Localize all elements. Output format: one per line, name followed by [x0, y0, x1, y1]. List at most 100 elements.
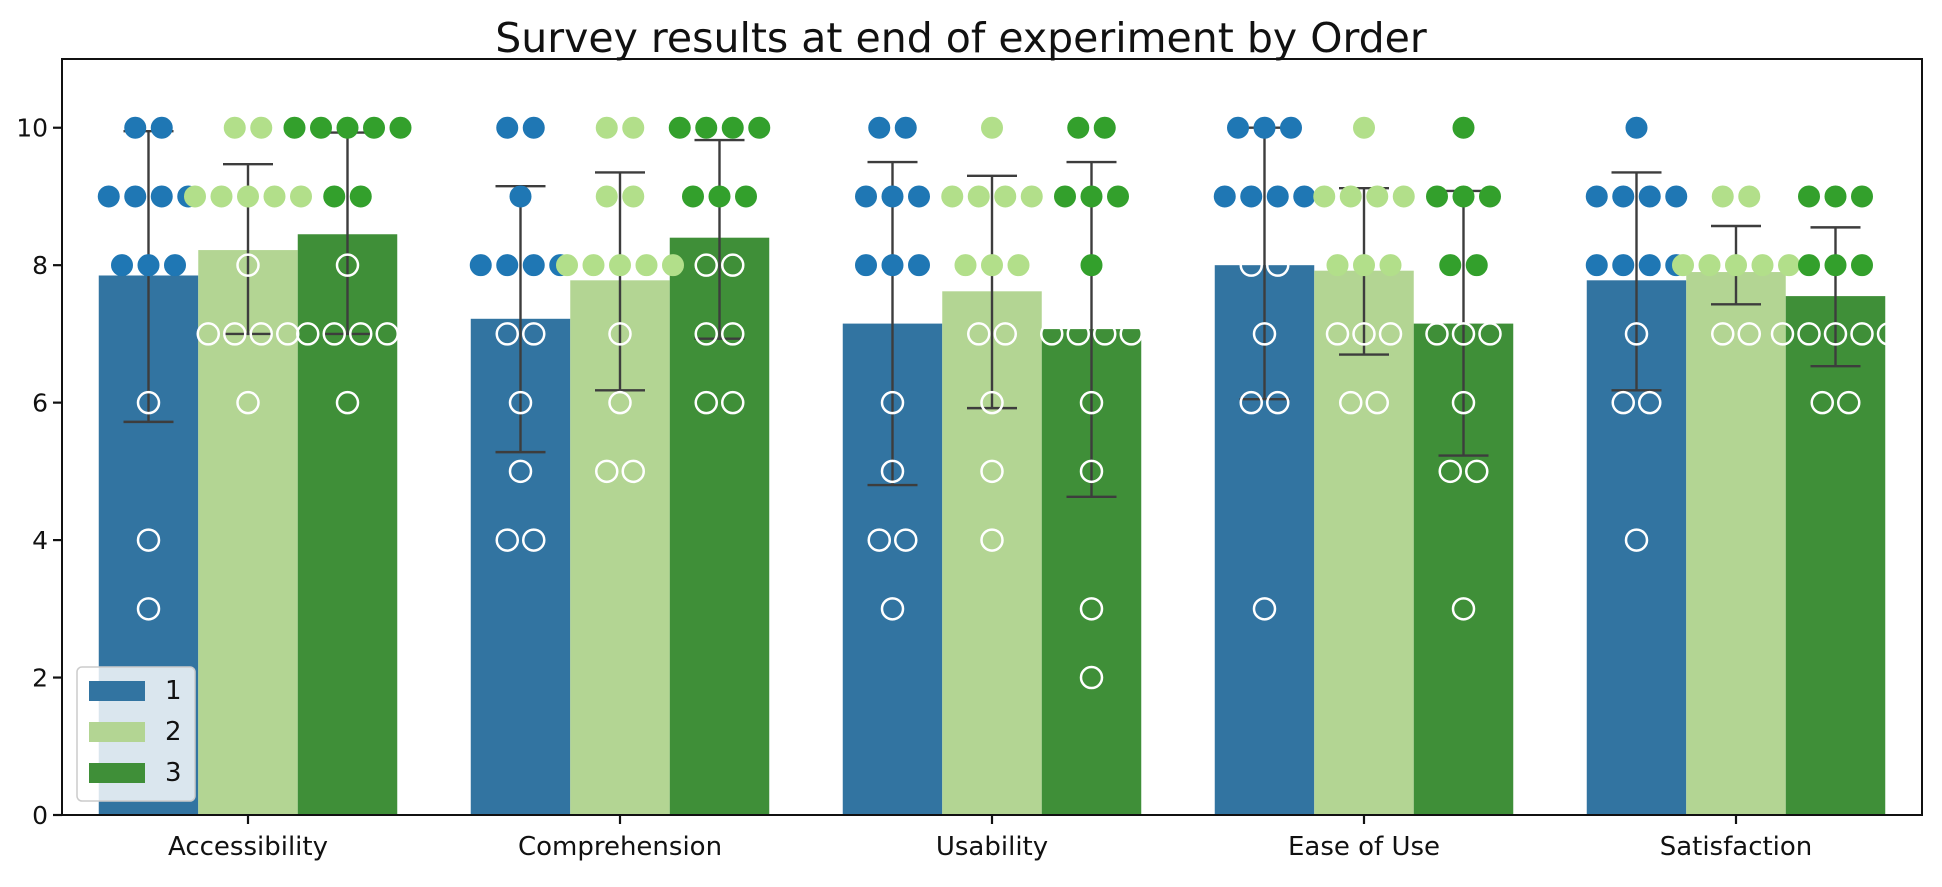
data-point [621, 459, 645, 484]
data-point [622, 185, 645, 208]
data-point [880, 459, 905, 484]
data-point [967, 322, 991, 346]
data-point [522, 116, 545, 139]
data-point [1067, 116, 1090, 139]
data-point [608, 390, 632, 415]
legend-swatch [89, 722, 145, 742]
data-point [1672, 254, 1694, 277]
x-tick-label: Satisfaction [1660, 832, 1813, 862]
error-bar [867, 160, 918, 487]
data-point [1751, 254, 1774, 277]
data-point [236, 253, 260, 277]
data-point [1252, 322, 1277, 346]
data-point [880, 390, 905, 415]
data-point [1325, 322, 1350, 346]
data-point [363, 116, 385, 139]
data-point [1054, 185, 1076, 208]
data-point [595, 459, 619, 484]
data-point [223, 116, 246, 139]
data-point [375, 322, 399, 346]
y-tick-label: 2 [32, 664, 48, 693]
data-point [1426, 185, 1448, 208]
data-point [1339, 185, 1362, 208]
data-point [1280, 116, 1302, 139]
x-tick-label: Comprehension [518, 832, 722, 862]
x-tick-label: Accessibility [168, 832, 328, 862]
data-point [1625, 116, 1648, 139]
legend-label: 1 [165, 676, 182, 706]
data-point [1711, 185, 1734, 208]
data-point [496, 254, 519, 277]
data-point [335, 390, 360, 415]
data-point [1612, 185, 1635, 208]
data-point [283, 116, 306, 139]
data-point [1452, 185, 1475, 208]
data-point [1119, 322, 1143, 346]
data-point [150, 116, 173, 139]
data-point [1851, 185, 1873, 208]
data-point [908, 254, 930, 277]
data-point [290, 185, 312, 208]
x-tick-label: Ease of Use [1288, 832, 1440, 862]
data-point [556, 254, 578, 277]
data-point [635, 254, 658, 277]
error-bar [967, 174, 1017, 410]
data-point [1093, 116, 1116, 139]
data-point [1465, 254, 1488, 277]
data-point [1378, 322, 1403, 346]
data-point [323, 185, 346, 208]
data-point [855, 185, 877, 208]
data-point [469, 254, 492, 277]
data-point [508, 390, 533, 415]
data-point [1439, 254, 1462, 277]
data-point [1585, 254, 1608, 277]
y-tick-label: 4 [32, 526, 48, 555]
data-point [522, 254, 545, 277]
legend-swatch [89, 681, 145, 701]
data-point [322, 322, 346, 346]
data-point [993, 322, 1017, 346]
data-point [980, 528, 1004, 552]
data-point [967, 185, 990, 208]
data-point [1079, 665, 1104, 690]
data-point [1478, 322, 1502, 346]
data-point [662, 254, 684, 277]
data-point [1824, 185, 1847, 208]
data-point [1612, 254, 1635, 277]
data-point [894, 528, 918, 552]
legend-label: 2 [165, 717, 182, 747]
data-point [237, 185, 259, 208]
data-point [1080, 185, 1103, 208]
data-point [748, 116, 771, 139]
data-point [184, 185, 206, 208]
error-bar [595, 171, 645, 392]
bar-satisfaction-order-2 [1686, 272, 1786, 815]
data-point [509, 185, 532, 208]
data-point [1698, 254, 1721, 277]
data-point [1738, 185, 1761, 208]
data-point [1107, 185, 1129, 208]
data-point [1465, 459, 1489, 484]
data-point [908, 185, 930, 208]
data-point [1326, 254, 1349, 277]
data-point [522, 322, 546, 346]
data-point [721, 116, 744, 139]
data-point [595, 116, 618, 139]
data-point [608, 322, 632, 346]
legend-label: 3 [165, 758, 182, 788]
data-point [994, 185, 1017, 208]
data-point [495, 528, 519, 552]
y-tick-label: 8 [32, 251, 48, 280]
bar-accessibility-order-2 [198, 250, 298, 815]
data-point [249, 322, 273, 346]
error-bar [1611, 171, 1662, 392]
data-point [1339, 390, 1363, 415]
data-point [1392, 185, 1415, 208]
data-point [1266, 253, 1290, 277]
data-point [508, 459, 533, 484]
data-point [1770, 322, 1795, 346]
data-point [1353, 116, 1375, 139]
data-point [721, 390, 745, 415]
data-point [150, 185, 173, 208]
